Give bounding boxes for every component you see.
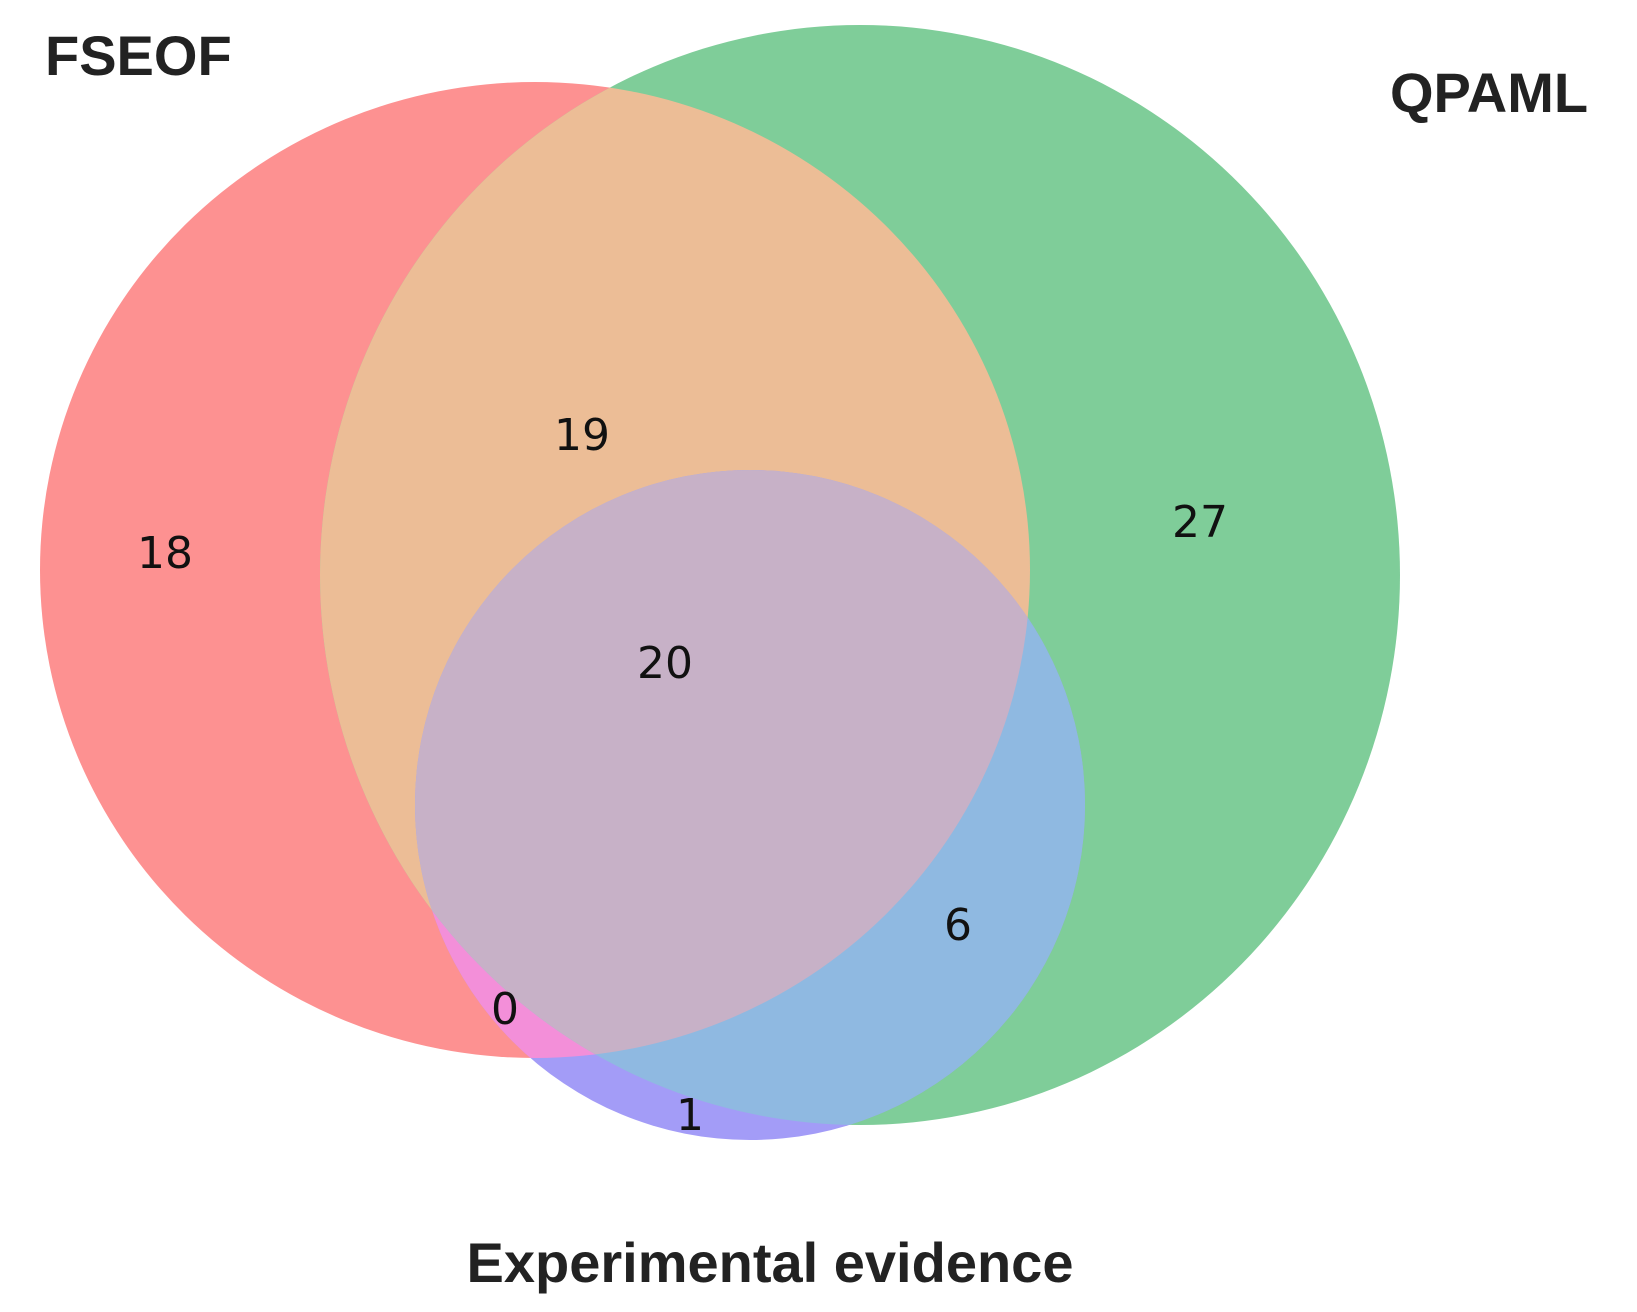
set-label-fseof: FSEOF: [45, 24, 232, 87]
count-qpaml-only: 27: [1172, 497, 1228, 548]
set-label-qpaml: QPAML: [1390, 61, 1588, 124]
count-qpaml-experimental: 6: [944, 900, 972, 951]
count-all-three: 20: [637, 638, 693, 689]
count-fseof-qpaml: 19: [554, 410, 610, 461]
set-label-experimental-evidence: Experimental evidence: [467, 1231, 1074, 1294]
count-experimental-only: 1: [676, 1090, 704, 1141]
count-fseof-experimental: 0: [491, 984, 519, 1035]
count-fseof-only: 18: [137, 528, 193, 579]
